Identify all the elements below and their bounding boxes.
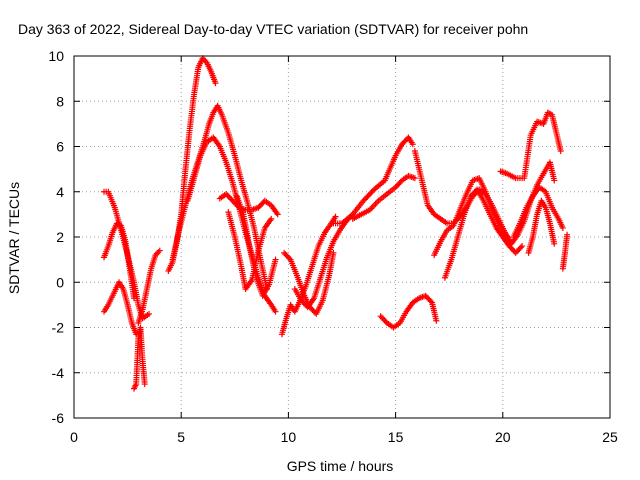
data-point	[272, 256, 279, 263]
x-tick-label: 5	[177, 429, 185, 445]
data-point	[433, 317, 440, 324]
series-track-b	[101, 220, 138, 302]
series-track-e	[135, 247, 163, 326]
data-point	[427, 298, 434, 305]
data-point	[519, 243, 526, 250]
data-point	[332, 213, 339, 220]
x-tick-label: 25	[602, 429, 618, 445]
data-point	[409, 141, 416, 148]
x-tick-label: 10	[281, 429, 297, 445]
series-track-v	[510, 184, 566, 240]
data-point	[286, 255, 293, 262]
data-point	[411, 175, 418, 182]
data-point	[268, 215, 275, 222]
chart-title: Day 363 of 2022, Sidereal Day-to-day VTE…	[18, 21, 528, 37]
series-track-u	[497, 109, 564, 182]
data-point	[551, 177, 558, 184]
series-track-k	[233, 193, 279, 299]
series-track-x	[559, 231, 571, 272]
x-tick-label: 15	[388, 429, 404, 445]
y-tick-label: -4	[52, 365, 65, 381]
series-track-t	[441, 186, 526, 281]
series-track-h	[184, 134, 279, 315]
y-tick-label: 2	[56, 229, 64, 245]
y-tick-label: -2	[52, 320, 65, 336]
x-axis-label: GPS time / hours	[287, 458, 394, 474]
data-point	[272, 308, 279, 315]
series-track-f	[165, 55, 219, 274]
x-tick-label: 0	[70, 429, 78, 445]
data-point	[517, 244, 524, 251]
y-tick-label: 0	[56, 274, 64, 290]
y-axis-label: SDTVAR / TECUs	[6, 182, 22, 294]
data-point	[559, 224, 566, 231]
data-point	[156, 247, 163, 254]
data-point	[212, 80, 219, 87]
series-track-q	[377, 292, 440, 331]
data-point	[146, 310, 153, 317]
series-track-i	[216, 191, 281, 218]
y-tick-label: -6	[52, 410, 65, 426]
data-point	[141, 381, 148, 388]
series-track-o	[328, 134, 416, 227]
data-point	[557, 148, 564, 155]
y-tick-label: 10	[48, 48, 64, 64]
data-layer	[101, 55, 571, 392]
data-point	[274, 211, 281, 218]
y-tick-label: 4	[56, 184, 64, 200]
data-point	[131, 295, 138, 302]
series-track-c	[101, 279, 140, 338]
series-track-d	[131, 324, 148, 392]
y-tick-label: 8	[56, 93, 64, 109]
series-track-n	[291, 211, 356, 311]
series-track-m	[281, 249, 337, 317]
y-tick-label: 6	[56, 139, 64, 155]
data-point	[564, 231, 571, 238]
data-point	[551, 240, 558, 247]
series-track-w	[525, 197, 558, 256]
x-tick-label: 20	[495, 429, 511, 445]
series-track-p	[349, 172, 418, 222]
ticks: 0 5 10 15 20 25 -6 -4 -2 0 2 4 6 8 10	[48, 48, 618, 445]
